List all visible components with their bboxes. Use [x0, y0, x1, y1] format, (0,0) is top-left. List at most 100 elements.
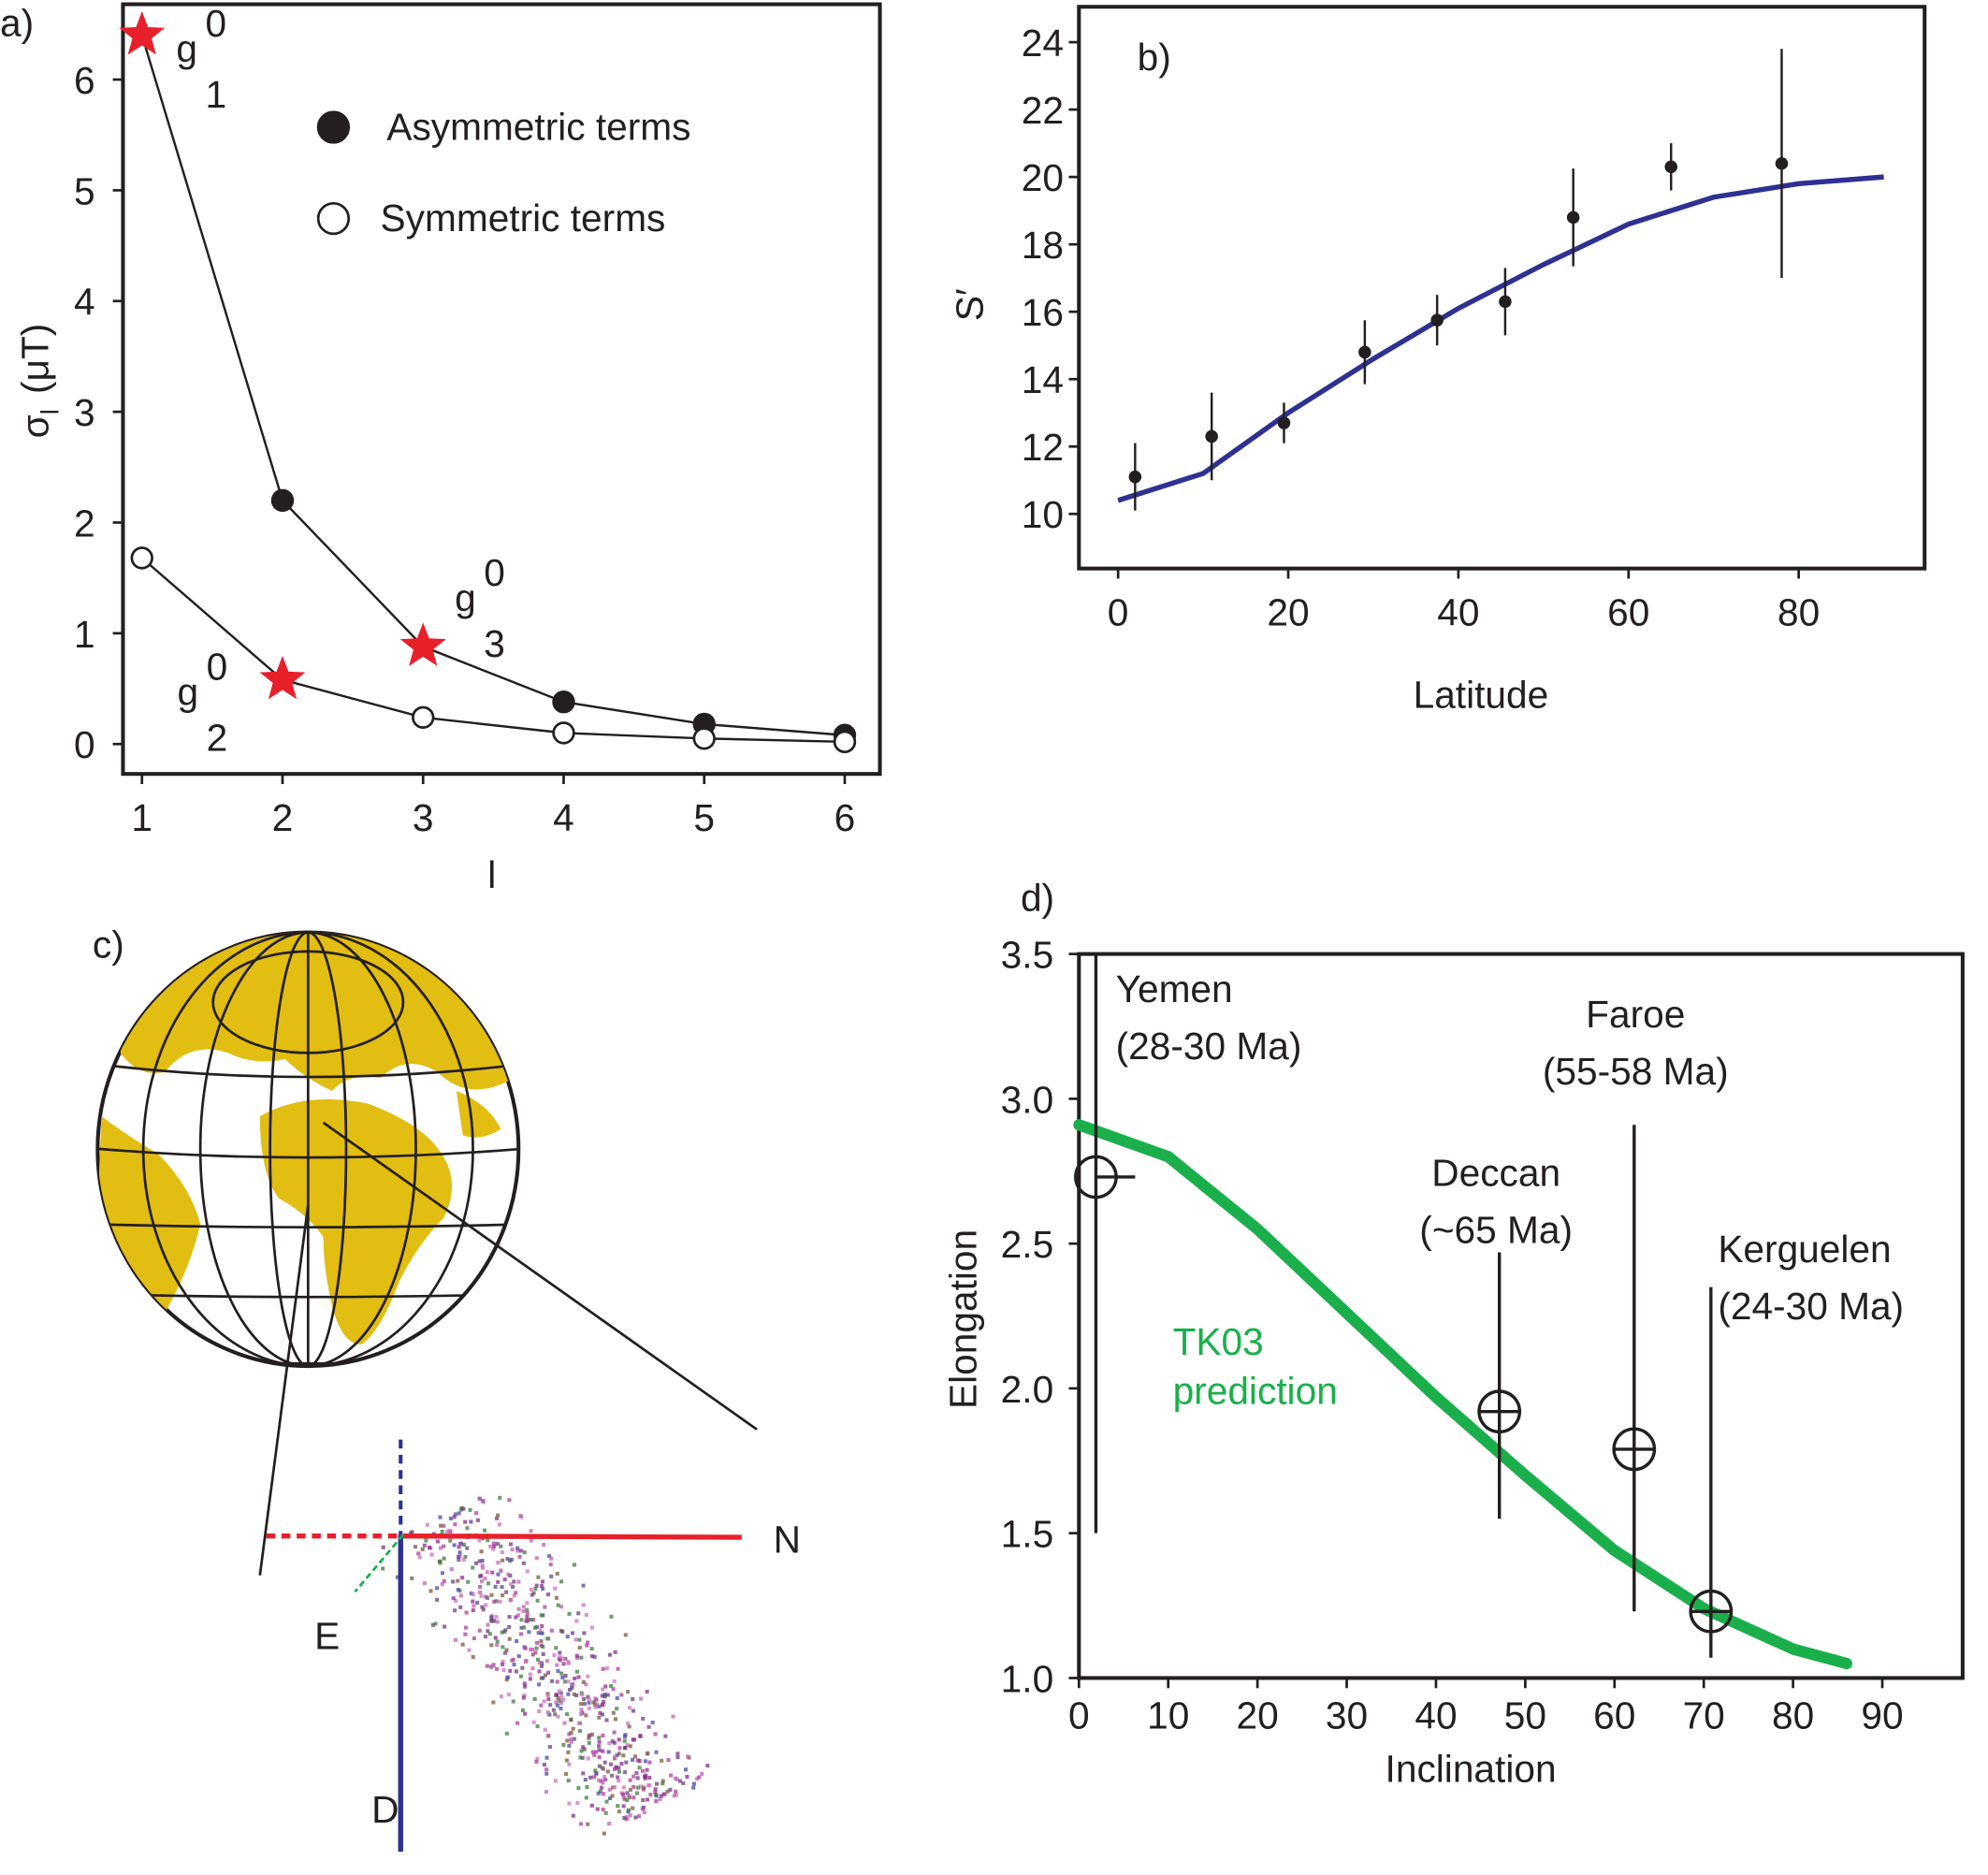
- point-label-sub: 1: [206, 73, 227, 116]
- sample-dot: [522, 1625, 527, 1630]
- sample-dot: [606, 1750, 611, 1754]
- sample-dot: [559, 1694, 564, 1699]
- sample-dot: [603, 1684, 608, 1689]
- sample-dot: [517, 1554, 522, 1560]
- sample-dot: [481, 1500, 486, 1504]
- sample-dot: [622, 1735, 628, 1739]
- point-label: g: [176, 27, 197, 70]
- point: [833, 730, 857, 754]
- sample-dot: [580, 1755, 585, 1760]
- sample-dot: [430, 1622, 435, 1627]
- sample-dot: [567, 1611, 572, 1616]
- sample-dot: [570, 1686, 574, 1691]
- sample-dot: [612, 1785, 617, 1790]
- sample-dot: [547, 1712, 552, 1717]
- sample-dot: [615, 1695, 619, 1701]
- sample-dot: [654, 1799, 659, 1804]
- sample-dot: [584, 1612, 588, 1617]
- sample-dot: [553, 1712, 558, 1717]
- sample-dot: [549, 1574, 554, 1578]
- sample-dot: [660, 1779, 665, 1783]
- sample-dot: [549, 1556, 554, 1561]
- sample-dot: [544, 1767, 549, 1772]
- sample-dot: [563, 1772, 569, 1777]
- sample-dot: [597, 1748, 602, 1752]
- sample-dot: [440, 1582, 444, 1587]
- sample-dot: [544, 1790, 549, 1795]
- sample-dot: [609, 1762, 614, 1766]
- sample-dot: [501, 1558, 505, 1562]
- sample-dot: [575, 1800, 580, 1805]
- point: [270, 488, 295, 513]
- sample-dot: [498, 1599, 502, 1604]
- y-tick-label: 5: [74, 169, 95, 212]
- sample-dot: [625, 1742, 630, 1748]
- sample-dot: [602, 1774, 606, 1780]
- sample-dot: [641, 1716, 646, 1721]
- y-tick-label: 3.0: [1001, 1078, 1054, 1121]
- site-name: Yemen: [1116, 967, 1233, 1010]
- sample-dot: [645, 1767, 649, 1772]
- sample-dot: [576, 1675, 581, 1679]
- sample-dot: [550, 1679, 555, 1683]
- sample-dot: [628, 1787, 632, 1792]
- sample-dot: [621, 1804, 626, 1809]
- sample-dot: [645, 1690, 649, 1694]
- sample-dot: [508, 1668, 513, 1673]
- sample-dot: [563, 1656, 568, 1662]
- sample-dot: [574, 1693, 579, 1698]
- sample-dot: [588, 1775, 593, 1780]
- sample-dot: [457, 1554, 461, 1560]
- sample-dot: [516, 1579, 521, 1584]
- sample-dot: [581, 1603, 586, 1607]
- sample-dot: [516, 1606, 521, 1611]
- sample-dot: [584, 1682, 588, 1687]
- sample-dot: [456, 1588, 460, 1592]
- sample-dot: [587, 1700, 591, 1705]
- sample-dot: [453, 1522, 457, 1527]
- sample-dot: [410, 1576, 414, 1580]
- sample-dot: [634, 1770, 639, 1775]
- sample-dot: [506, 1572, 511, 1577]
- point: [692, 727, 716, 750]
- sample-dot: [505, 1675, 510, 1679]
- x-tick-label: 2: [272, 796, 294, 839]
- sample-dot: [511, 1584, 515, 1590]
- point: [1775, 156, 1789, 170]
- sample-dot: [626, 1722, 631, 1726]
- sample-dot: [496, 1561, 501, 1565]
- sample-dot: [518, 1548, 523, 1553]
- sample-dot: [653, 1787, 658, 1792]
- sample-dot: [530, 1666, 535, 1671]
- sample-dot: [454, 1598, 458, 1603]
- sample-dot: [631, 1696, 635, 1701]
- y-tick-label: 4: [74, 281, 95, 324]
- sample-dot: [672, 1794, 676, 1798]
- sample-dot: [569, 1717, 573, 1722]
- sample-dot: [554, 1646, 559, 1650]
- sample-dot: [518, 1632, 524, 1636]
- sample-dot: [438, 1546, 443, 1550]
- sample-dot: [567, 1801, 572, 1806]
- sample-dot: [582, 1747, 587, 1751]
- point: [1358, 345, 1371, 359]
- sample-dot: [440, 1571, 445, 1576]
- sample-dot: [581, 1771, 586, 1776]
- sample-dot: [645, 1751, 649, 1756]
- sample-dot: [521, 1609, 526, 1614]
- sample-dot: [435, 1539, 440, 1544]
- point: [1205, 429, 1218, 443]
- sample-dot: [438, 1561, 443, 1565]
- sample-dot: [545, 1592, 551, 1597]
- sample-dot: [621, 1785, 626, 1790]
- sample-dot: [597, 1778, 602, 1782]
- sample-dot: [501, 1645, 505, 1650]
- sample-dot: [452, 1515, 457, 1519]
- sample-dot: [468, 1507, 472, 1512]
- x-tick-label: 60: [1593, 1694, 1635, 1737]
- sample-dot: [654, 1750, 659, 1754]
- sample-dot: [597, 1715, 602, 1720]
- sample-dot: [417, 1555, 422, 1560]
- highlight-star: [119, 11, 166, 55]
- sample-dot: [617, 1751, 621, 1756]
